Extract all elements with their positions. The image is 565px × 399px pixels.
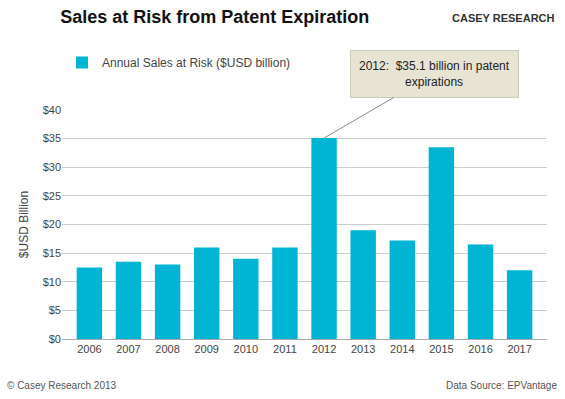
svg-text:$0: $0 bbox=[49, 333, 61, 345]
svg-text:$USD Billion: $USD Billion bbox=[17, 191, 31, 258]
svg-text:CASEY RESEARCH: CASEY RESEARCH bbox=[452, 12, 555, 24]
svg-text:$15: $15 bbox=[43, 247, 61, 259]
svg-text:2010: 2010 bbox=[234, 343, 258, 355]
svg-text:2017: 2017 bbox=[507, 343, 531, 355]
svg-text:$40: $40 bbox=[43, 104, 61, 116]
svg-text:2009: 2009 bbox=[194, 343, 218, 355]
svg-text:$30: $30 bbox=[43, 161, 61, 173]
svg-text:2015: 2015 bbox=[429, 343, 453, 355]
svg-text:2016: 2016 bbox=[468, 343, 492, 355]
svg-text:$5: $5 bbox=[49, 304, 61, 316]
svg-text:2012: 2012 bbox=[312, 343, 336, 355]
svg-text:Annual Sales at Risk ($USD bil: Annual Sales at Risk ($USD billion) bbox=[102, 56, 290, 70]
svg-text:2011: 2011 bbox=[273, 343, 297, 355]
svg-text:$25: $25 bbox=[43, 190, 61, 202]
svg-text:Data Source: EPVantage: Data Source: EPVantage bbox=[446, 380, 557, 391]
svg-text:$35: $35 bbox=[43, 132, 61, 144]
svg-text:© Casey Research 2013: © Casey Research 2013 bbox=[7, 380, 117, 391]
svg-text:$20: $20 bbox=[43, 218, 61, 230]
svg-text:2006: 2006 bbox=[77, 343, 101, 355]
svg-text:Sales at Risk from Patent Expi: Sales at Risk from Patent Expiration bbox=[60, 7, 369, 27]
svg-text:2014: 2014 bbox=[390, 343, 414, 355]
svg-text:2007: 2007 bbox=[116, 343, 140, 355]
svg-text:2012: $35.1 billion in patent: 2012: $35.1 billion in patentexpirations bbox=[359, 59, 510, 89]
svg-text:$10: $10 bbox=[43, 276, 61, 288]
svg-text:2008: 2008 bbox=[155, 343, 179, 355]
svg-text:2013: 2013 bbox=[351, 343, 375, 355]
